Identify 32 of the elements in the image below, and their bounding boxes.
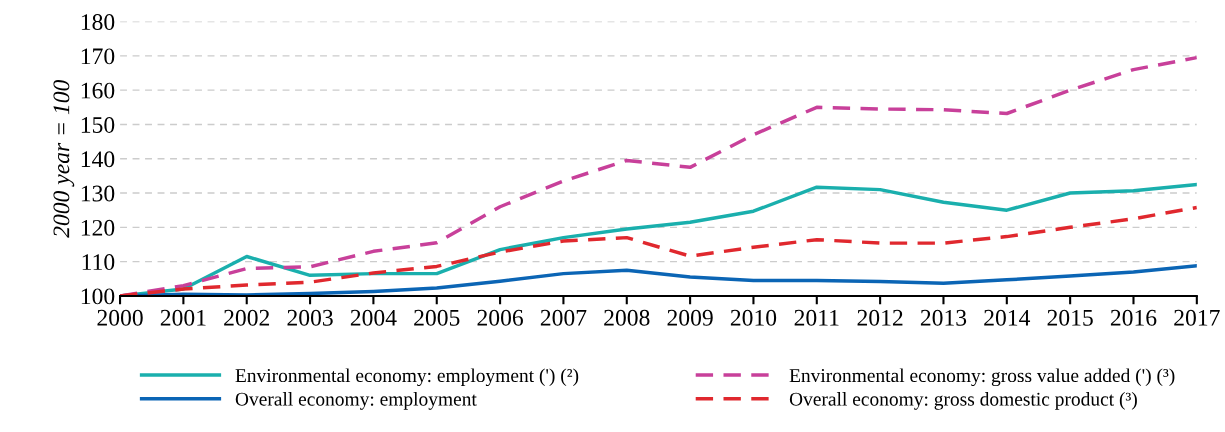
x-tick-label: 2001 [160,309,206,326]
y-tick-label: 100 [81,288,115,305]
x-tick-label: 2012 [857,309,903,326]
x-tick-label: 2004 [350,309,397,326]
y-tick-label: 120 [81,219,115,236]
x-tick-label: 2009 [667,309,713,326]
y-axis-title: 2000 year = 100 [53,79,75,238]
y-tick-label: 160 [81,82,115,99]
legend-label: Environmental economy: gross value added (') (³) [789,368,1175,387]
y-tick-label: 150 [81,116,115,133]
x-tick-label: 2000 [97,309,143,326]
x-tick-label: 2013 [920,309,967,326]
x-tick-label: 2014 [984,309,1031,326]
x-tick-label: 2002 [224,309,270,326]
x-tick-label: 2017 [1174,309,1220,326]
x-tick-label: 2016 [1110,309,1157,326]
x-tick-label: 2011 [794,309,839,326]
x-tick-label: 2007 [540,309,587,326]
legend-label: Overall economy: employment [235,392,477,410]
y-tick-label: 170 [81,48,115,65]
y-tick-label: 110 [82,254,115,271]
legend-label: Overall economy: gross domestic product (³) [789,392,1137,410]
x-tick-label: 2008 [604,309,650,326]
y-tick-label: 130 [81,185,115,202]
x-tick-label: 2015 [1047,309,1093,326]
x-tick-label: 2006 [477,309,523,326]
x-tick-label: 2003 [287,309,333,326]
y-tick-label: 140 [81,151,115,168]
legend-label: Environmental economy: employment (') (²) [235,368,579,387]
y-tick-label: 180 [81,14,115,31]
x-tick-label: 2010 [730,309,777,326]
x-tick-label: 2005 [414,309,460,326]
